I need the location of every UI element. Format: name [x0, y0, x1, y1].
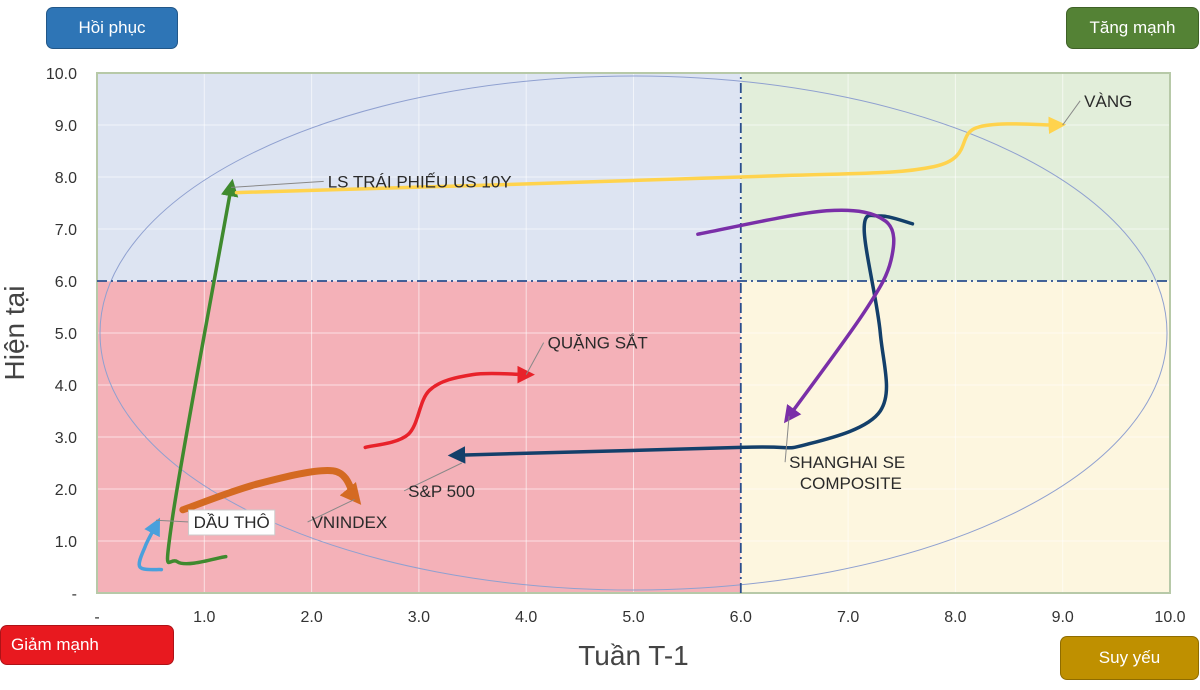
y-tick-label: 1.0: [55, 534, 77, 551]
x-tick-label: 5.0: [622, 609, 644, 626]
label-box: [188, 509, 276, 536]
series-label: S&P 500: [408, 482, 475, 501]
y-tick-label: 7.0: [55, 222, 77, 239]
series-line: [137, 517, 164, 572]
y-tick-label: 4.0: [55, 378, 77, 395]
x-tick-label: 6.0: [730, 609, 752, 626]
label-leader-line: [1062, 100, 1081, 126]
y-tick-label: 9.0: [55, 118, 77, 135]
label-leader-line: [231, 180, 324, 188]
label-leader-line: [307, 498, 355, 523]
ellipse-guide: [99, 75, 1168, 591]
y-tick-label: 6.0: [55, 274, 77, 291]
label-leader-line: [784, 416, 790, 463]
y-tick-label: 10.0: [46, 66, 77, 83]
quadrant-label-top-right: Tăng mạnh: [1066, 7, 1199, 49]
y-tick-label: 2.0: [55, 482, 77, 499]
label-leader-line: [403, 462, 463, 492]
series-label: DẦU THÔ: [194, 513, 270, 532]
series-label: LS TRÁI PHIẾU US 10Y: [328, 172, 512, 191]
x-tick-label: 1.0: [193, 609, 215, 626]
x-tick-label: 10.0: [1154, 609, 1185, 626]
x-tick-label: 9.0: [1052, 609, 1074, 626]
quadrant-label-bottom-right: Suy yếu: [1060, 636, 1199, 680]
series-line: [696, 208, 896, 424]
label-leader-line: [155, 519, 190, 523]
x-tick-label: 2.0: [300, 609, 322, 626]
quadrant-label-top-left: Hồi phục: [46, 7, 178, 49]
series-label: QUẶNG SẮT: [548, 334, 648, 353]
series-label: COMPOSITE: [800, 474, 902, 493]
y-tick-label: 5.0: [55, 326, 77, 343]
series-line: [363, 365, 535, 450]
plot-border: [96, 72, 1171, 594]
series-line: [165, 178, 239, 566]
x-tick-label: 4.0: [515, 609, 537, 626]
y-tick-label: 3.0: [55, 430, 77, 447]
quadrant-label-bottom-left: Giảm mạnh: [0, 625, 174, 665]
series-line: [179, 466, 362, 514]
x-tick-label: 7.0: [837, 609, 859, 626]
y-axis-label: Hiện tại: [0, 286, 30, 381]
label-leader-line: [525, 342, 545, 375]
series-label: SHANGHAI SE: [789, 453, 905, 472]
y-tick-label: -: [72, 586, 77, 603]
x-tick-label: -: [94, 609, 99, 626]
series-label: VNINDEX: [312, 513, 388, 532]
x-axis-label: Tuần T-1: [578, 640, 689, 671]
x-tick-label: 8.0: [944, 609, 966, 626]
x-tick-label: 3.0: [408, 609, 430, 626]
series-label: VÀNG: [1084, 92, 1132, 111]
y-tick-label: 8.0: [55, 170, 77, 187]
series-line: [234, 116, 1067, 195]
